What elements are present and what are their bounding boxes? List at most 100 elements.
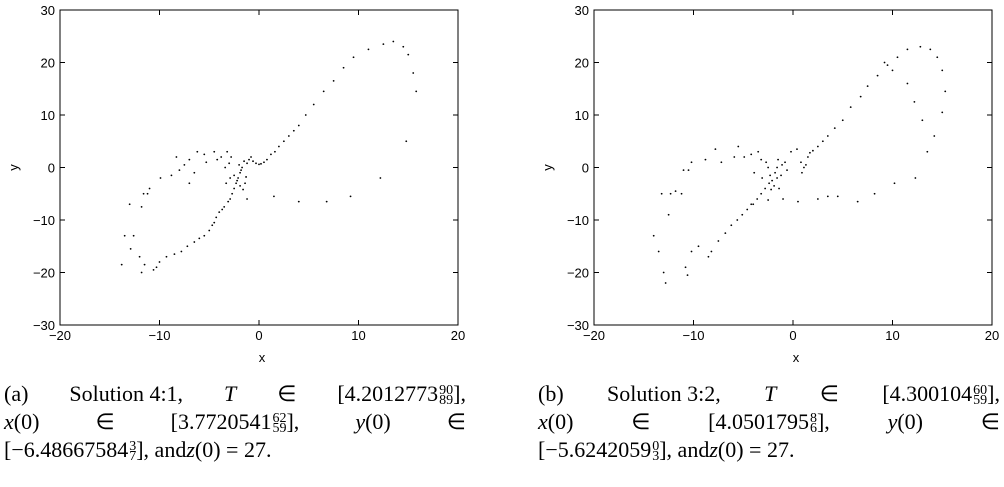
caption-t-base: [4.300104 bbox=[882, 381, 973, 406]
data-point bbox=[243, 160, 245, 163]
caption-y-interval: [−5.6242059 0 3], and bbox=[538, 436, 709, 464]
caption-y-sub: 3 bbox=[652, 448, 660, 464]
data-point bbox=[223, 205, 226, 208]
data-point bbox=[812, 149, 814, 152]
data-point bbox=[236, 179, 239, 182]
data-point bbox=[796, 148, 798, 151]
caption-y-arg: (0) bbox=[897, 409, 924, 434]
data-point bbox=[263, 161, 265, 164]
panel-a: −20 −10 0 10 20 30 20 10 0 −10 −20 −30 x y (a) Soluti… bbox=[0, 0, 470, 487]
data-point bbox=[767, 166, 770, 169]
data-point bbox=[205, 161, 208, 164]
caption-y-arg: (0) bbox=[365, 409, 391, 434]
data-point bbox=[756, 198, 759, 200]
data-point bbox=[690, 161, 693, 164]
data-point bbox=[770, 188, 773, 191]
caption-x-val: [3.7720541 bbox=[170, 409, 272, 434]
data-point bbox=[664, 282, 667, 284]
data-point bbox=[240, 169, 242, 172]
data-point bbox=[821, 140, 824, 143]
caption-y-val: [−6.48667584 bbox=[4, 437, 129, 462]
data-point bbox=[743, 156, 746, 158]
data-point bbox=[325, 200, 328, 203]
data-point bbox=[248, 158, 250, 161]
y-tick-label: 10 bbox=[575, 108, 589, 123]
caption-t-interval: [4.2012773 90 89], bbox=[337, 380, 466, 408]
data-point bbox=[188, 182, 191, 185]
data-point bbox=[841, 119, 844, 122]
caption-solution: Solution 3:2, bbox=[607, 381, 721, 406]
caption-y-close: ], and bbox=[659, 437, 710, 462]
data-point bbox=[312, 103, 315, 106]
data-point bbox=[382, 43, 385, 46]
caption-y-sup: 0 bbox=[652, 438, 660, 454]
data-point bbox=[730, 224, 733, 227]
caption-x-val: [4.0501795 bbox=[708, 409, 809, 434]
caption-z-rest: (0) = 27. bbox=[194, 437, 272, 462]
x-axis-label: x bbox=[259, 350, 266, 365]
data-point bbox=[246, 198, 248, 200]
data-point bbox=[392, 40, 395, 43]
data-point bbox=[690, 250, 693, 253]
panel-b: −20 −10 0 10 20 30 20 10 0 −10 −20 −30 x y (b) Soluti… bbox=[534, 0, 1004, 487]
caption-t-base: [4.2012773 bbox=[337, 381, 439, 406]
data-point bbox=[807, 156, 809, 158]
data-point bbox=[297, 200, 300, 203]
y-tick-label: 20 bbox=[41, 56, 55, 71]
data-point bbox=[175, 156, 178, 158]
data-point bbox=[140, 205, 143, 208]
data-point bbox=[238, 163, 241, 166]
caption-y-sub: 7 bbox=[129, 448, 137, 464]
caption-t-close: ], bbox=[453, 381, 466, 406]
plot-frame bbox=[593, 9, 993, 326]
data-point bbox=[260, 162, 262, 165]
data-point bbox=[213, 221, 216, 224]
caption-in-symbol: ∈ bbox=[95, 409, 115, 434]
caption-y0: y(0) bbox=[355, 408, 390, 436]
data-point bbox=[239, 171, 241, 174]
data-point bbox=[218, 211, 221, 214]
y-tick-label: −20 bbox=[33, 266, 55, 281]
caption-x-arg: (0) bbox=[13, 409, 40, 434]
data-point bbox=[800, 161, 802, 164]
data-point bbox=[667, 213, 670, 216]
data-point bbox=[241, 166, 243, 169]
caption-z-rest: (0) = 27. bbox=[717, 437, 795, 462]
data-point bbox=[687, 169, 690, 172]
data-point bbox=[255, 162, 257, 165]
caption-y-close: ], and bbox=[136, 437, 187, 462]
data-point bbox=[873, 192, 876, 195]
caption-x-var: x bbox=[4, 409, 14, 434]
caption-t-close: ], bbox=[987, 381, 1000, 406]
data-point bbox=[816, 198, 819, 200]
data-point bbox=[227, 200, 230, 203]
y-tick-label: −30 bbox=[567, 318, 589, 333]
caption-x-arg: (0) bbox=[547, 409, 574, 434]
caption-x-sup: 62 bbox=[272, 410, 287, 426]
y-tick-label: −10 bbox=[33, 213, 55, 228]
data-point bbox=[906, 82, 909, 85]
data-point bbox=[919, 45, 922, 48]
data-point bbox=[786, 169, 788, 172]
data-point bbox=[704, 158, 707, 161]
data-point bbox=[233, 174, 236, 177]
data-point bbox=[229, 177, 232, 179]
data-point bbox=[155, 266, 158, 269]
data-point bbox=[750, 203, 753, 206]
data-point bbox=[720, 161, 723, 164]
y-tick-label: −10 bbox=[567, 213, 589, 228]
data-point bbox=[826, 135, 829, 137]
data-point bbox=[188, 158, 191, 161]
data-point bbox=[208, 229, 211, 232]
data-point bbox=[322, 90, 325, 93]
data-point bbox=[652, 234, 655, 237]
data-point bbox=[707, 255, 710, 258]
data-point bbox=[415, 90, 418, 93]
data-point bbox=[193, 171, 196, 174]
data-point bbox=[929, 48, 932, 51]
data-point bbox=[146, 192, 149, 195]
caption-t-var: T bbox=[224, 381, 237, 406]
data-point bbox=[193, 241, 196, 243]
data-point bbox=[287, 135, 290, 137]
data-point bbox=[769, 174, 772, 177]
